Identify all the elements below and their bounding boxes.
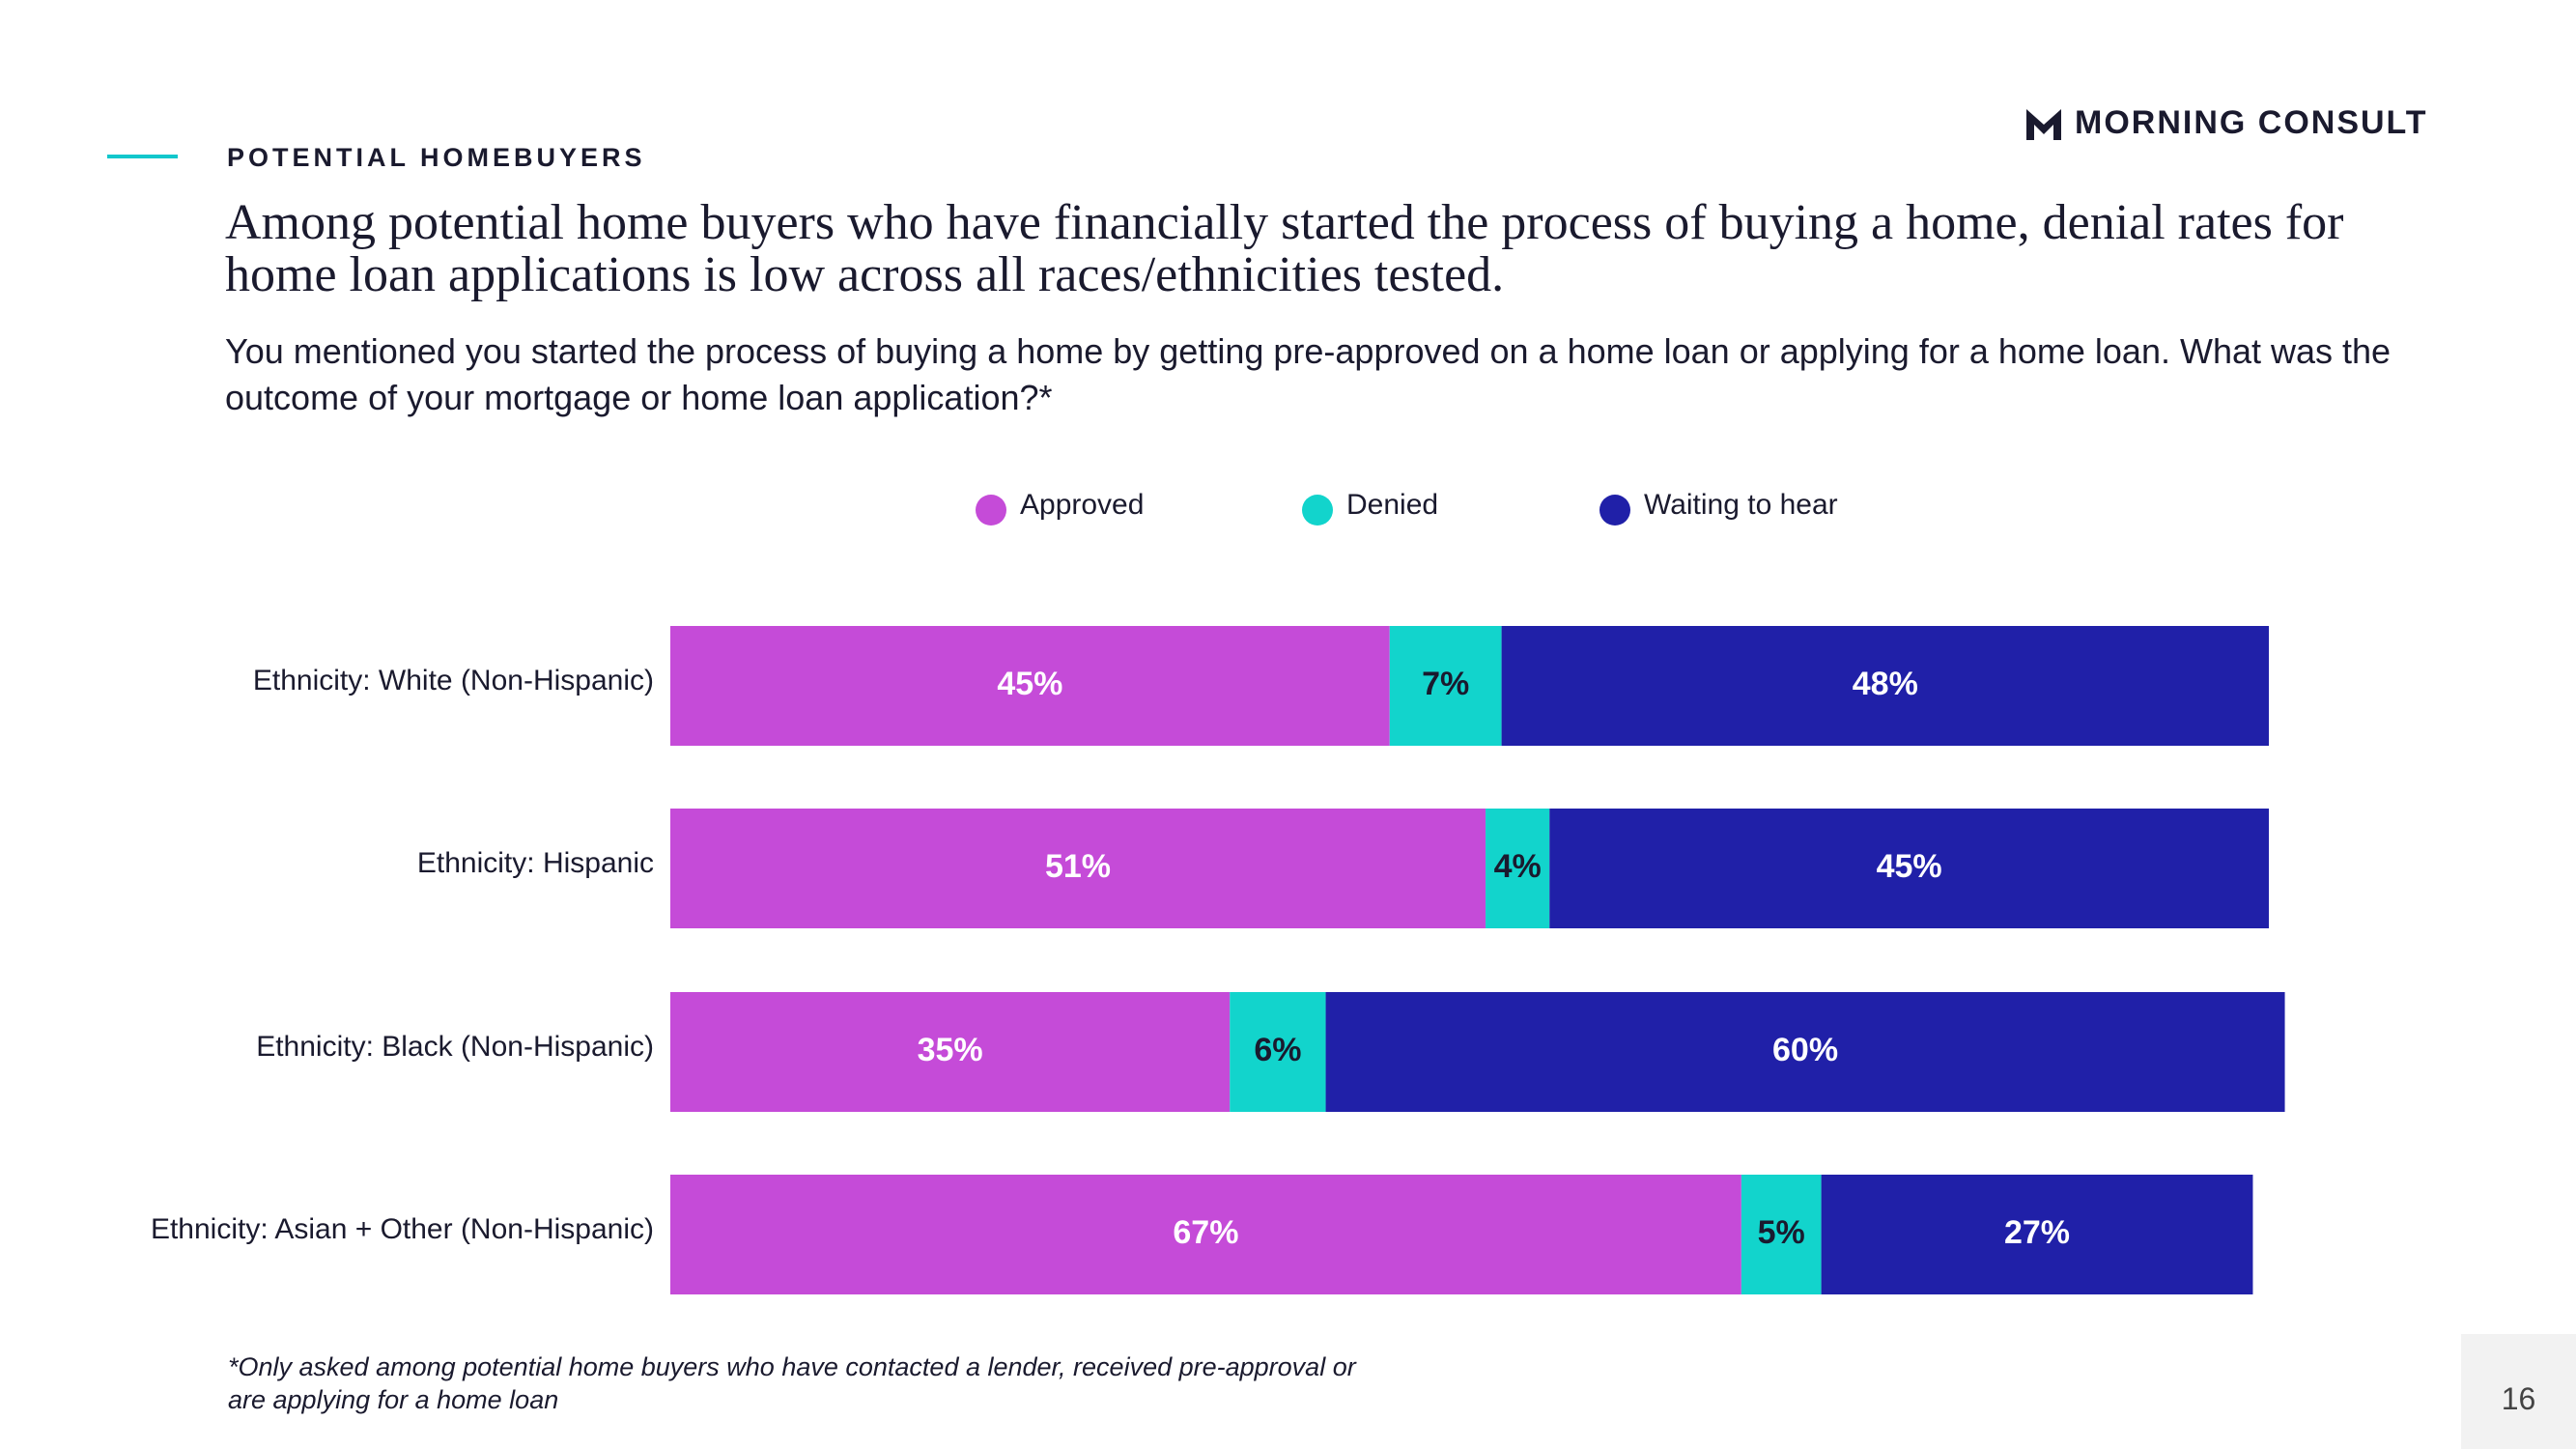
bar-segment <box>1821 1175 2253 1294</box>
legend-label: Waiting to hear <box>1644 489 1838 521</box>
bar-segment <box>1230 992 1326 1112</box>
value-label: 4% <box>1494 848 1542 885</box>
value-label: 51% <box>1045 848 1111 885</box>
value-label: 45% <box>997 666 1062 702</box>
legend-swatch <box>976 495 1006 526</box>
value-label: 7% <box>1422 666 1469 702</box>
brand-logo: MORNING CONSULT <box>2024 104 2428 142</box>
value-label: 60% <box>1772 1032 1838 1068</box>
bar-segment <box>1389 626 1502 746</box>
bar-segment <box>1549 809 2269 928</box>
section-label: POTENTIAL HOMEBUYERS <box>227 143 646 172</box>
legend-swatch <box>1599 495 1630 526</box>
legend-swatch <box>1302 495 1333 526</box>
value-label: 35% <box>918 1032 983 1068</box>
value-label: 27% <box>2004 1214 2070 1251</box>
bar-segment <box>670 626 1390 746</box>
legend-label: Denied <box>1346 489 1438 521</box>
value-label: 6% <box>1254 1032 1301 1068</box>
bar-segment <box>670 992 1231 1112</box>
chart-subtitle: You mentioned you started the process of… <box>225 331 2392 417</box>
category-label: Ethnicity: Hispanic <box>417 847 654 879</box>
brand-name: MORNING CONSULT <box>2075 104 2428 141</box>
logo-icon <box>2026 108 2061 140</box>
legend-label: Approved <box>1020 489 1144 521</box>
accent-line <box>107 155 178 158</box>
page-number: 16 <box>2501 1381 2536 1416</box>
chart-title: Among potential home buyers who have fin… <box>225 195 2344 302</box>
footnote: *Only asked among potential home buyers … <box>228 1352 1356 1414</box>
bar-segment <box>670 809 1486 928</box>
bar-segment <box>1325 992 2285 1112</box>
category-label: Ethnicity: White (Non-Hispanic) <box>253 665 654 696</box>
bar-segment <box>1486 809 1550 928</box>
bar-segment <box>1741 1175 1822 1294</box>
page-number-box <box>2461 1334 2576 1449</box>
value-label: 45% <box>1877 848 1942 885</box>
value-label: 67% <box>1173 1214 1238 1251</box>
category-label: Ethnicity: Black (Non-Hispanic) <box>256 1031 654 1063</box>
category-label: Ethnicity: Asian + Other (Non-Hispanic) <box>151 1213 654 1245</box>
bar-segment <box>1501 626 2269 746</box>
value-label: 5% <box>1758 1214 1805 1251</box>
bar-segment <box>670 1175 1741 1294</box>
value-label: 48% <box>1853 666 1918 702</box>
